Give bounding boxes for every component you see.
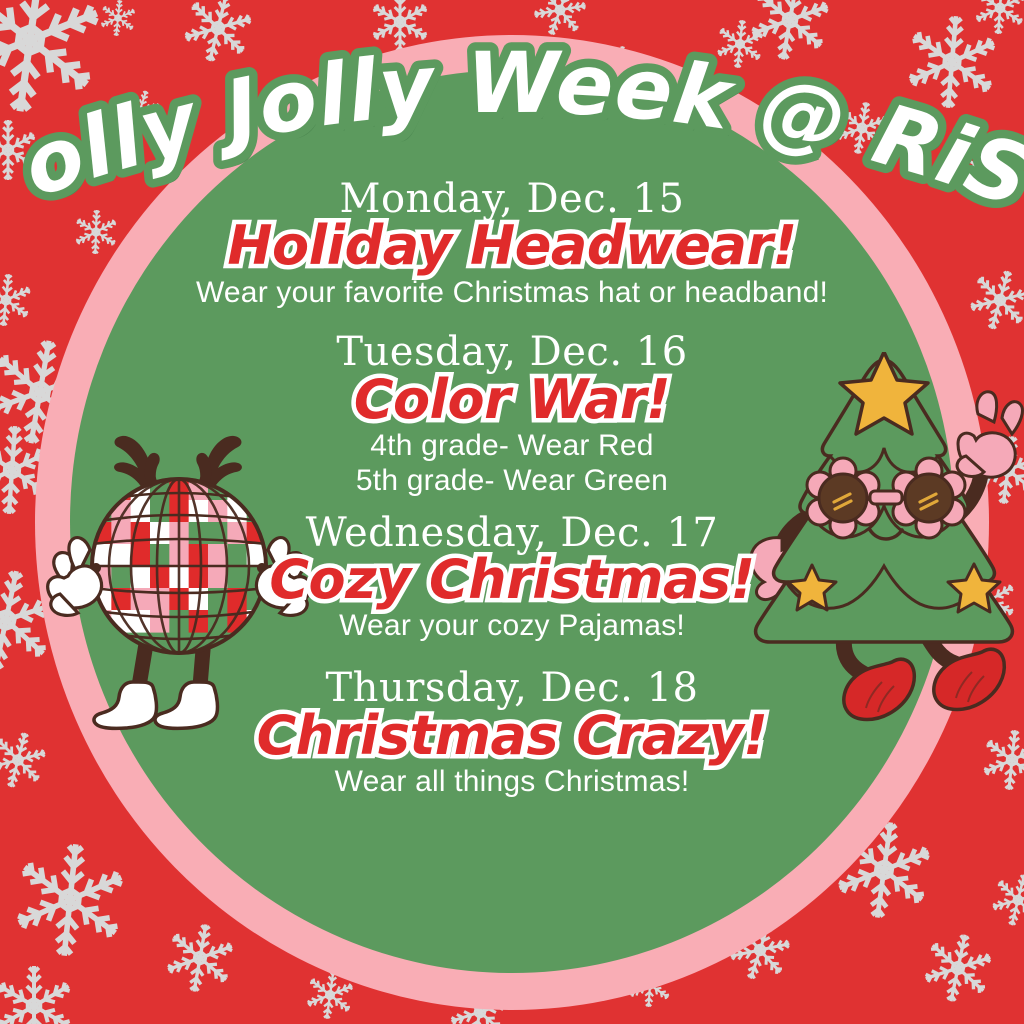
day-theme: Christmas Crazy! [252, 703, 772, 768]
day-theme: Holiday Headwear! [223, 213, 802, 278]
day-theme: Cozy Christmas! [265, 547, 760, 612]
day-detail: 5th grade- Wear Green [355, 463, 669, 497]
tree-smile [868, 528, 904, 541]
flower-sunglasses-icon [805, 456, 967, 540]
tree-right-peace-hand-icon [955, 390, 1024, 479]
day-detail: 4th grade- Wear Red [370, 428, 654, 462]
day-theme: Color War! [349, 367, 675, 432]
day-date: Monday, Dec. 15 [339, 176, 685, 222]
day-date: Wednesday, Dec. 17 [305, 509, 719, 556]
tree-shoes-icon [842, 647, 1007, 722]
day-date: Thursday, Dec. 18 [325, 665, 699, 712]
schedule-item-tuesday: Tuesday, Dec. 16 Color War! 4th grade- W… [150, 331, 874, 497]
schedule-item-thursday: Thursday, Dec. 18 Christmas Crazy! Wear … [150, 667, 874, 798]
tree-ornament-stars-icon [786, 562, 1002, 614]
boots-icon [92, 680, 220, 731]
right-peace-hand-icon [254, 536, 312, 617]
day-detail: Wear all things Christmas! [334, 764, 690, 798]
schedule-item-wednesday: Wednesday, Dec. 17 Cozy Christmas! Wear … [150, 509, 874, 643]
schedule-item-monday: Monday, Dec. 15 Holiday Headwear! Wear y… [150, 178, 874, 309]
schedule-list: Monday, Dec. 15 Holiday Headwear! Wear y… [150, 178, 874, 816]
groovy-christmas-tree-character [742, 350, 1024, 732]
disco-ball-reindeer-character [34, 398, 324, 732]
day-date: Tuesday, Dec. 16 [336, 329, 688, 376]
left-peace-hand-icon [46, 536, 104, 617]
day-detail: Wear your cozy Pajamas! [339, 609, 685, 643]
poster-title: Holly Jolly Week @ RiS! Holly Jolly Week… [0, 0, 1024, 236]
star-topper-icon [838, 350, 930, 436]
day-detail: Wear your favorite Christmas hat or head… [195, 275, 829, 309]
